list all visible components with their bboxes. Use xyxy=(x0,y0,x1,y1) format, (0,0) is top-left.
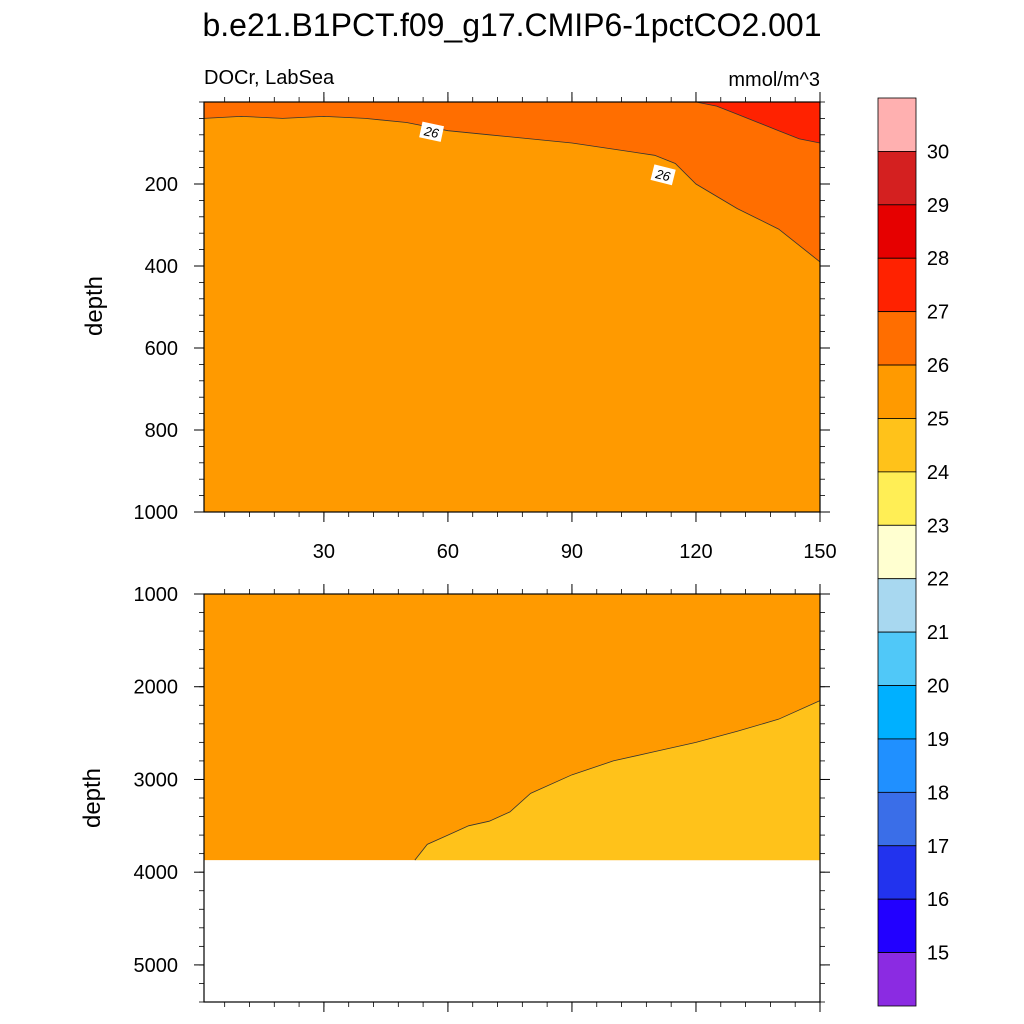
colorbar-swatch xyxy=(877,418,917,473)
y-tick-label: 400 xyxy=(145,256,178,278)
y-tick-label: 5000 xyxy=(134,955,179,977)
y-axis-label-upper: depth xyxy=(81,276,108,336)
contour-label: 26 xyxy=(650,164,676,186)
colorbar-swatch xyxy=(877,685,917,740)
colorbar-swatch xyxy=(877,204,917,259)
x-tick-label: 60 xyxy=(437,541,459,563)
y-tick-label: 200 xyxy=(145,174,178,196)
contour-label-box xyxy=(419,121,445,142)
colorbar-swatch xyxy=(877,311,917,366)
colorbar-label: 18 xyxy=(927,782,949,804)
y-tick-label: 3000 xyxy=(134,769,179,791)
contour-fill-24-25 xyxy=(414,700,820,861)
y-tick-label: 2000 xyxy=(134,677,179,699)
colorbar: 30 29 28 27 26 25 24 23 22 21 20 19 18 17 16 15 xyxy=(877,97,949,1007)
colorbar-label: 23 xyxy=(927,515,949,537)
colorbar-label: 27 xyxy=(927,302,949,324)
colorbar-swatch xyxy=(877,791,917,847)
units-label: mmol/m^3 xyxy=(728,69,820,91)
colorbar-swatch xyxy=(877,578,917,633)
chart-title: b.e21.B1PCT.f09_g17.CMIP6-1pctCO2.001 xyxy=(202,7,821,43)
y-axis-label-lower: depth xyxy=(79,768,106,828)
colorbar-label: 25 xyxy=(927,408,949,430)
colorbar-label: 16 xyxy=(927,889,949,911)
y-tick-label: 1000 xyxy=(134,502,179,524)
x-tick-label: 150 xyxy=(803,541,836,563)
x-tick-label: 90 xyxy=(561,541,583,563)
colorbar-label: 17 xyxy=(927,836,949,858)
colorbar-swatch xyxy=(877,952,917,1007)
colorbar-swatch xyxy=(877,845,917,900)
colorbar-label: 29 xyxy=(927,195,949,217)
colorbar-swatch xyxy=(877,257,917,313)
contour-label-box xyxy=(650,164,676,186)
x-tick-label: 120 xyxy=(679,541,712,563)
contour-line-26-27 xyxy=(203,115,821,263)
colorbar-swatch xyxy=(877,97,917,152)
lower-panel: 1000 2000 3000 4000 5000 xyxy=(134,584,830,1012)
y-tick-label: 600 xyxy=(145,338,178,360)
colorbar-label: 24 xyxy=(927,462,949,484)
colorbar-label: 26 xyxy=(927,355,949,377)
contour-label-text: 26 xyxy=(653,166,672,184)
contour-label-text: 26 xyxy=(422,123,441,141)
y-tick-label: 1000 xyxy=(134,584,179,606)
contour-line-27-28 xyxy=(695,101,821,144)
colorbar-swatch xyxy=(877,364,917,419)
colorbar-label: 15 xyxy=(927,943,949,965)
colorbar-label: 19 xyxy=(927,729,949,751)
y-tick-label: 800 xyxy=(145,420,178,442)
upper-panel: 200 400 600 800 1000 30 60 90 120 150 26 26 xyxy=(134,92,837,563)
colorbar-swatch xyxy=(877,524,917,580)
x-tick-label: 30 xyxy=(313,541,335,563)
colorbar-swatch xyxy=(877,151,917,206)
plot-frame xyxy=(203,101,821,513)
contour-fill-26-27 xyxy=(204,102,820,262)
colorbar-swatch xyxy=(877,631,917,686)
colorbar-label: 22 xyxy=(927,569,949,591)
colorbar-label: 30 xyxy=(927,141,949,163)
colorbar-swatch xyxy=(877,898,917,953)
y-tick-label: 4000 xyxy=(134,862,179,884)
colorbar-label: 21 xyxy=(927,622,949,644)
colorbar-label: 28 xyxy=(927,248,949,270)
colorbar-swatch xyxy=(877,738,917,793)
colorbar-swatch xyxy=(877,471,917,526)
contour-line-24-25 xyxy=(414,700,821,861)
contour-label: 26 xyxy=(419,121,445,142)
colorbar-label: 20 xyxy=(927,676,949,698)
left-subtitle: DOCr, LabSea xyxy=(204,67,335,89)
